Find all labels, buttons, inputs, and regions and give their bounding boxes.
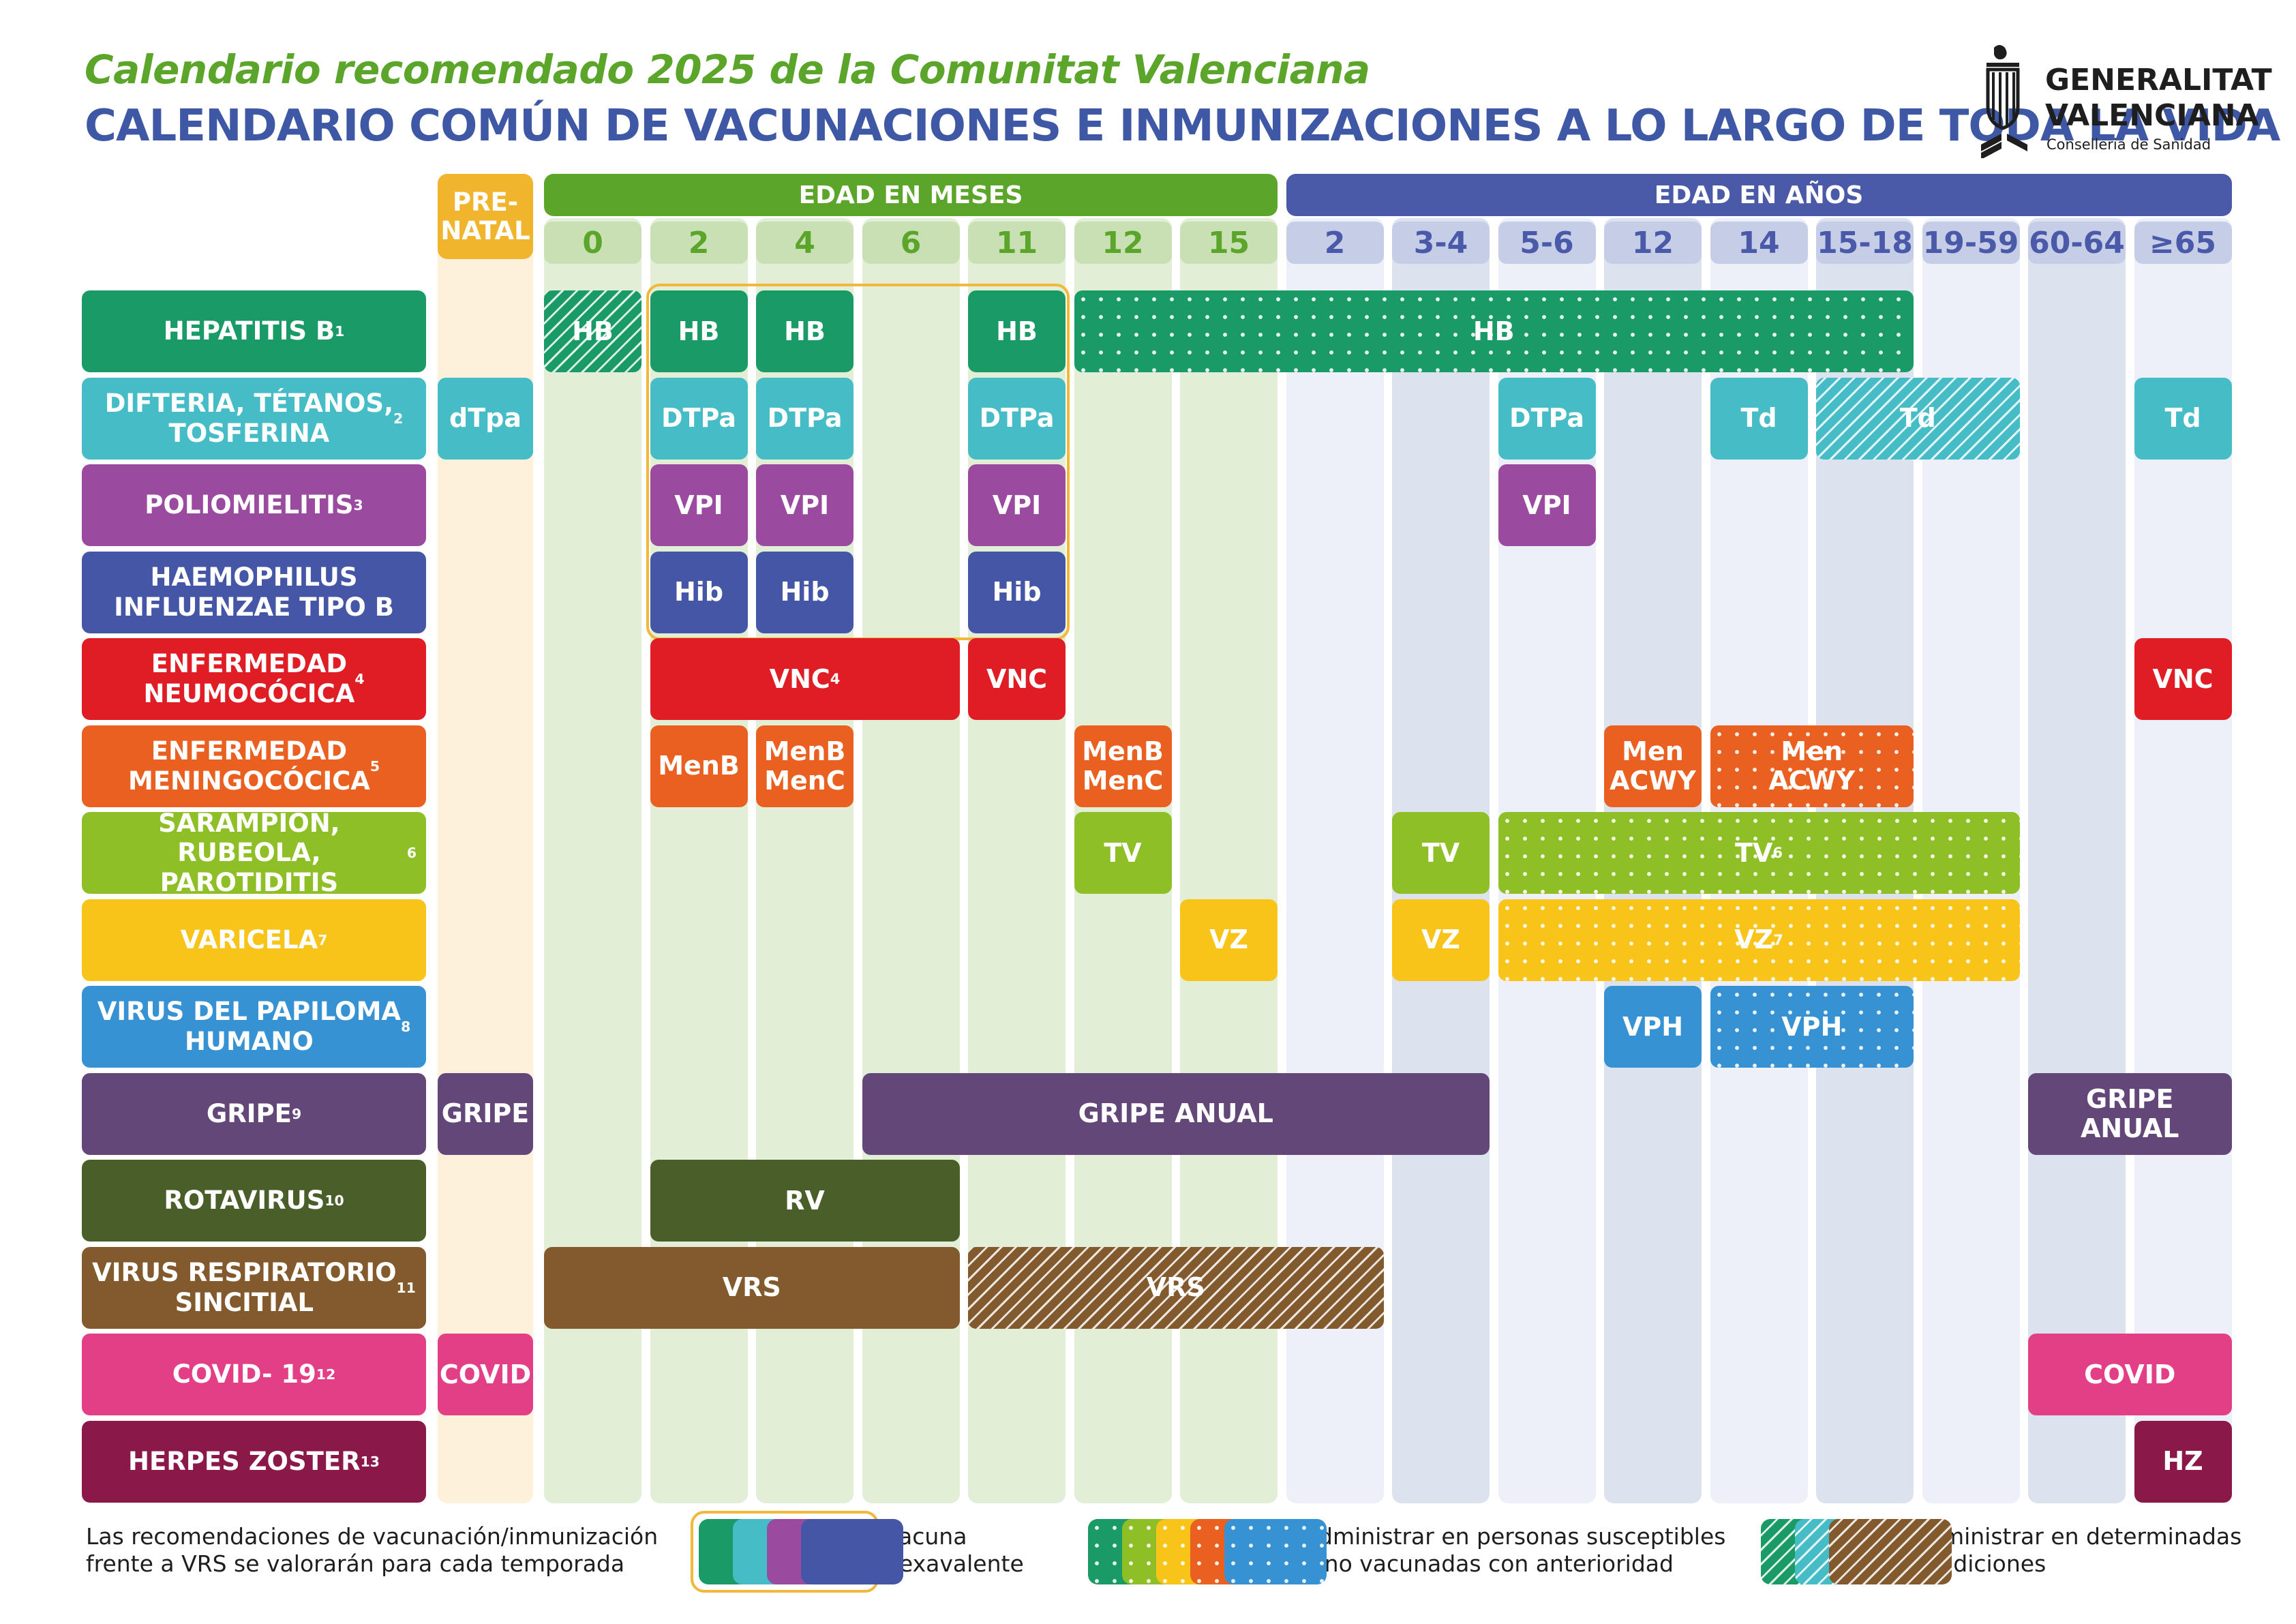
vaccine-cell[interactable]: COVID xyxy=(2028,1334,2232,1415)
vaccine-cell[interactable]: GRIPE xyxy=(438,1072,533,1155)
age-label[interactable]: 5-6 xyxy=(1498,222,1596,264)
vaccine-cell[interactable]: dTpa xyxy=(438,377,533,460)
vaccine-cell[interactable]: Td xyxy=(1816,377,2020,460)
vaccine-cell[interactable]: VPI xyxy=(968,464,1066,546)
age-label[interactable]: 0 xyxy=(544,222,641,264)
vaccine-cell[interactable]: HB xyxy=(756,290,854,372)
column-bg xyxy=(2028,218,2126,1503)
page-subtitle: CALENDARIO COMÚN DE VACUNACIONES E INMUN… xyxy=(85,101,2280,151)
legend-hexavalent-text: Vacuna hexavalente xyxy=(885,1523,1024,1577)
vaccine-cell[interactable]: MenB MenC xyxy=(756,725,854,807)
age-label[interactable]: 6 xyxy=(862,222,960,264)
vaccine-cell[interactable]: TV 6 xyxy=(1498,812,2020,894)
row-label: ENFERMEDAD MENINGOCÓCICA 5 xyxy=(82,725,426,807)
row-label: ENFERMEDAD NEUMOCÓCICA 4 xyxy=(82,638,426,720)
vaccine-cell[interactable]: DTPa xyxy=(1498,377,1596,460)
vaccine-cell[interactable]: Hib xyxy=(756,551,854,633)
logo-line-3: Conselleria de Sanidad xyxy=(2046,136,2211,153)
vaccine-cell[interactable]: VPH xyxy=(1604,986,1702,1068)
row-label: DIFTERIA, TÉTANOS, TOSFERINA 2 xyxy=(82,377,426,460)
age-label[interactable]: 12 xyxy=(1604,222,1702,264)
legend-hatch-swatch xyxy=(1829,1519,1952,1584)
age-label[interactable]: 12 xyxy=(1074,222,1172,264)
vaccine-cell[interactable]: TV xyxy=(1392,812,1490,894)
vaccine-cell[interactable]: VZ xyxy=(1180,899,1278,981)
row-label: COVID- 19 12 xyxy=(82,1334,426,1415)
vaccine-cell[interactable]: TV xyxy=(1074,812,1172,894)
row-label: SARAMPIÓN, RUBEOLA, PAROTIDITIS 6 xyxy=(82,809,426,897)
vaccine-cell[interactable]: RV xyxy=(650,1160,960,1242)
row-label: HERPES ZOSTER 13 xyxy=(82,1420,426,1503)
years-header: EDAD EN AÑOS xyxy=(1286,174,2232,216)
vaccine-cell[interactable]: GRIPE ANUAL xyxy=(2028,1072,2232,1155)
vaccine-cell[interactable]: Men ACWY xyxy=(1604,725,1702,807)
vaccine-cell[interactable]: Hib xyxy=(650,551,748,633)
vaccine-cell[interactable]: VPH xyxy=(1710,986,1914,1068)
coat-of-arms-icon xyxy=(1981,45,2027,158)
age-label[interactable]: 14 xyxy=(1710,222,1808,264)
vaccine-cell[interactable]: HB xyxy=(544,290,641,372)
prenatal-header: PRE- NATAL xyxy=(438,174,533,259)
vaccine-cell[interactable]: VRS xyxy=(968,1246,1384,1329)
vaccine-cell[interactable]: COVID xyxy=(438,1334,533,1415)
vaccine-cell[interactable]: DTPa xyxy=(650,377,748,460)
age-label[interactable]: 2 xyxy=(650,222,748,264)
vaccine-cell[interactable]: VNC 4 xyxy=(650,638,960,720)
vaccine-cell[interactable]: MenB MenC xyxy=(1074,725,1172,807)
vaccine-cell[interactable]: VRS xyxy=(544,1246,960,1329)
age-label[interactable]: 3-4 xyxy=(1392,222,1490,264)
legend-dots-swatch xyxy=(1224,1519,1327,1584)
vaccine-cell[interactable]: VNC xyxy=(2134,638,2232,720)
legend-susceptible-text: Administrar en personas susceptibles o n… xyxy=(1303,1523,1726,1577)
vaccine-cell[interactable]: MenB xyxy=(650,725,748,807)
vaccine-cell[interactable]: VNC xyxy=(968,638,1066,720)
vaccine-cell[interactable]: GRIPE ANUAL xyxy=(862,1072,1490,1155)
vaccine-cell[interactable]: HB xyxy=(650,290,748,372)
age-label[interactable]: 4 xyxy=(756,222,854,264)
vaccine-cell[interactable]: DTPa xyxy=(756,377,854,460)
age-label[interactable]: 19-59 xyxy=(1922,222,2020,264)
age-label[interactable]: 15 xyxy=(1180,222,1278,264)
age-label[interactable]: 2 xyxy=(1286,222,1384,264)
row-label: VIRUS DEL PAPILOMA HUMANO 8 xyxy=(82,986,426,1068)
age-label[interactable]: ≥65 xyxy=(2134,222,2232,264)
vaccine-cell[interactable]: DTPa xyxy=(968,377,1066,460)
age-label[interactable]: 15-18 xyxy=(1816,222,1914,264)
row-label: ROTAVIRUS 10 xyxy=(82,1160,426,1242)
months-header: EDAD EN MESES xyxy=(544,174,1278,216)
vaccine-cell[interactable]: Td xyxy=(2134,377,2232,460)
row-label: VARICELA 7 xyxy=(82,899,426,981)
vaccine-cell[interactable]: VPI xyxy=(1498,464,1596,546)
vaccine-cell[interactable]: HB xyxy=(1074,290,1914,372)
vaccine-cell[interactable]: HZ xyxy=(2134,1420,2232,1503)
age-label[interactable]: 11 xyxy=(968,222,1066,264)
age-label[interactable]: 60-64 xyxy=(2028,222,2126,264)
row-label: GRIPE 9 xyxy=(82,1072,426,1155)
vaccine-cell[interactable]: VZ xyxy=(1392,899,1490,981)
legend-hexa-swatch xyxy=(801,1519,903,1584)
vaccine-cell[interactable]: VPI xyxy=(650,464,748,546)
vaccine-cell[interactable]: Td xyxy=(1710,377,1808,460)
vaccine-cell[interactable]: Men ACWY xyxy=(1710,725,1914,807)
generalitat-logo: GENERALITAT VALENCIANA Conselleria de Sa… xyxy=(1977,42,2272,158)
vaccine-cell[interactable]: VPI xyxy=(756,464,854,546)
vaccine-cell[interactable]: Hib xyxy=(968,551,1066,633)
legend-conditions-text: Administrar en determinadas condiciones xyxy=(1913,1523,2242,1577)
vaccine-cell[interactable]: VZ 7 xyxy=(1498,899,2020,981)
row-label: HAEMOPHILUS INFLUENZAE TIPO B xyxy=(82,551,426,633)
page-title: Calendario recomendado 2025 de la Comuni… xyxy=(85,46,1370,93)
logo-line-2: VALENCIANA xyxy=(2045,98,2259,133)
prenatal-column-bg xyxy=(438,174,533,1503)
legend-note: Las recomendaciones de vacunación/inmuni… xyxy=(86,1523,659,1577)
row-label: POLIOMIELITIS 3 xyxy=(82,464,426,546)
row-label: VIRUS RESPIRATORIO SINCITIAL 11 xyxy=(82,1246,426,1329)
vaccine-cell[interactable]: HB xyxy=(968,290,1066,372)
logo-line-1: GENERALITAT xyxy=(2045,63,2272,97)
